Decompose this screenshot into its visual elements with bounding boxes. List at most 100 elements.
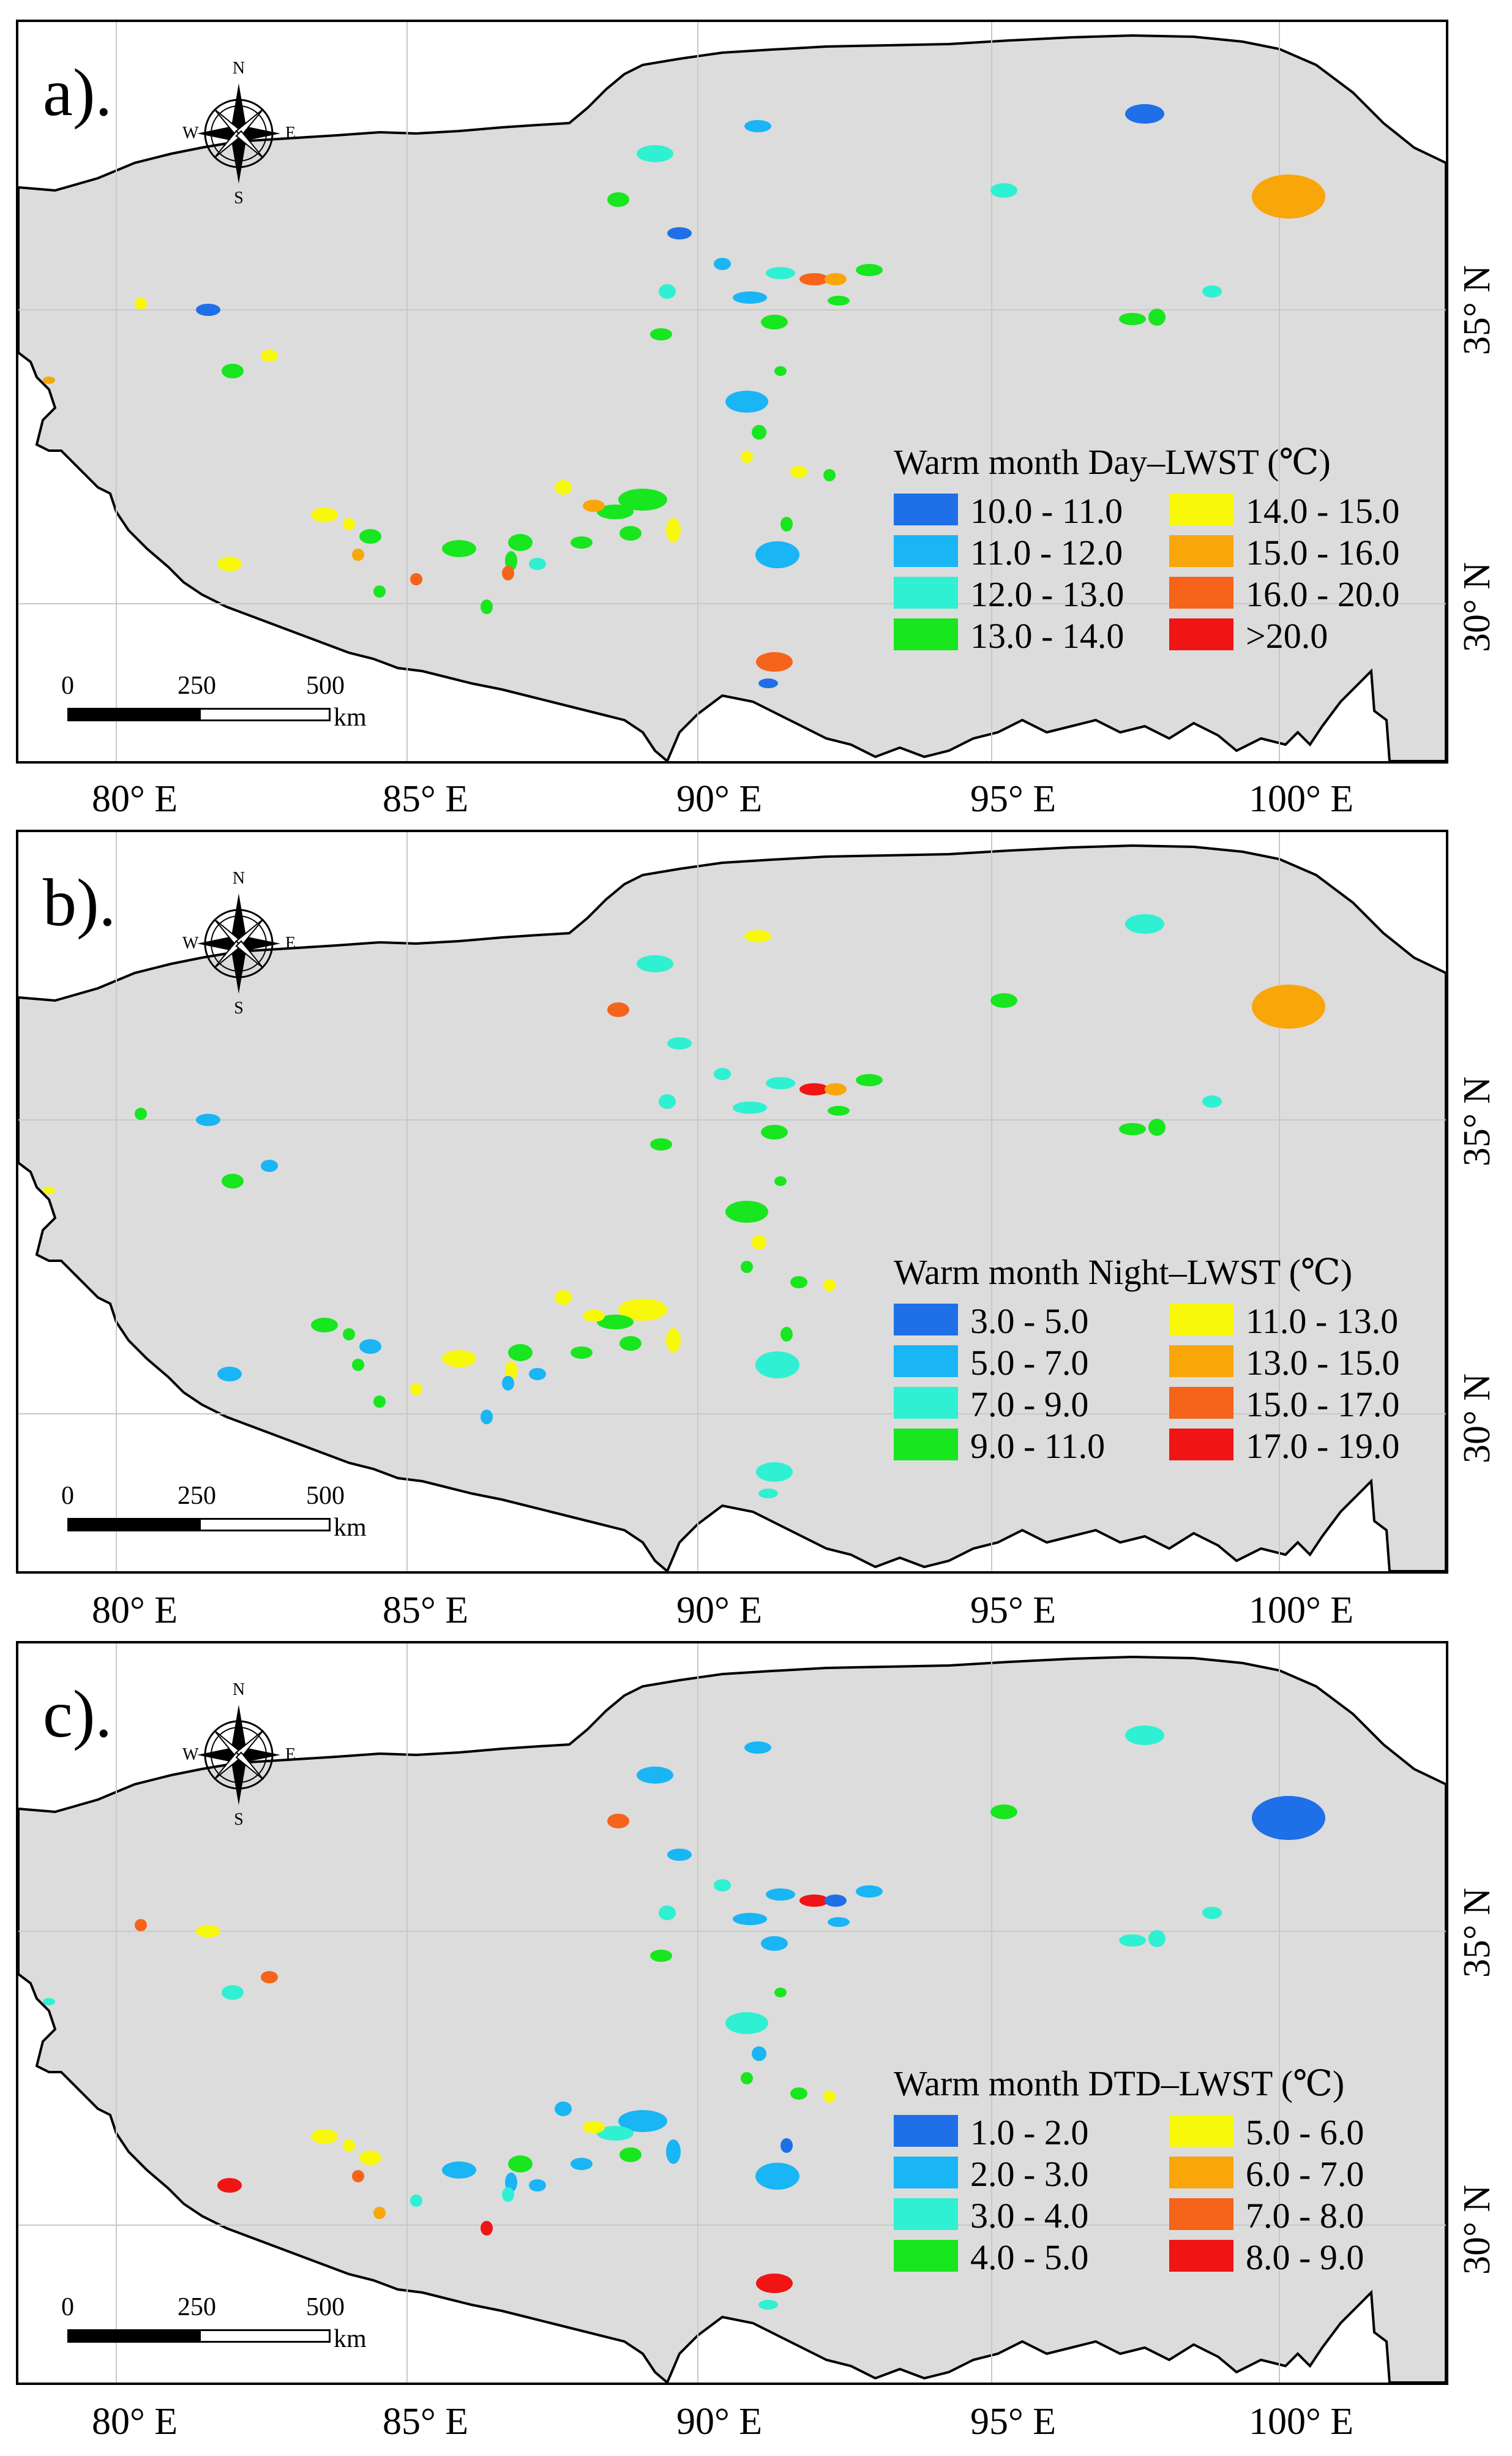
lake-marker: [508, 534, 533, 551]
lake-marker: [790, 2087, 807, 2100]
lake-marker: [799, 1895, 829, 1907]
lake-marker: [1119, 1934, 1146, 1947]
lake-marker: [343, 518, 355, 530]
compass-rose-icon: N S W E: [178, 869, 300, 1018]
map-panel-b: b). N S W E Warm month Night–LWST (℃) 3.0 -…: [16, 830, 1448, 1574]
lake-marker: [583, 2121, 605, 2133]
map-panel-a: a). N S W E Warm month Day–LWST (℃) 10.0 - …: [16, 20, 1448, 764]
lat-label: 30° N: [1456, 561, 1498, 652]
lake-marker: [529, 558, 546, 570]
lon-label: 100° E: [1249, 778, 1354, 820]
legend-label: 17.0 - 19.0: [1246, 1426, 1400, 1466]
lake-marker: [217, 2178, 242, 2193]
lake-marker: [481, 2221, 493, 2236]
lake-marker: [756, 652, 793, 672]
lake-marker: [799, 1083, 829, 1095]
lake-marker: [597, 2126, 634, 2141]
lake-marker: [311, 508, 338, 522]
lake-markers: [43, 914, 1325, 1498]
legend-swatch: [894, 618, 958, 650]
lat-label: 30° N: [1456, 1373, 1498, 1463]
lake-marker: [756, 1462, 793, 1482]
lake-marker: [481, 1410, 493, 1424]
lake-marker: [502, 2187, 514, 2202]
lon-label: 100° E: [1249, 2401, 1354, 2443]
lake-marker: [823, 2090, 836, 2103]
legend-swatch: [1169, 494, 1233, 525]
lake-marker: [823, 469, 836, 481]
lake-marker: [343, 2139, 355, 2152]
compass-n: N: [233, 59, 245, 78]
lake-marker: [222, 364, 244, 378]
lake-marker: [741, 451, 753, 463]
lake-marker: [373, 1395, 386, 1408]
lake-marker: [619, 2147, 642, 2162]
lake-marker: [990, 1804, 1017, 1819]
lake-marker: [799, 273, 829, 285]
lake-marker: [196, 1925, 220, 1937]
lake-marker: [352, 1359, 364, 1371]
legend-swatch: [1169, 577, 1233, 609]
lake-marker: [1202, 1907, 1222, 1919]
lake-marker: [990, 993, 1017, 1008]
legend-swatch: [894, 2115, 958, 2147]
lake-marker: [571, 536, 593, 549]
lake-marker: [744, 1741, 771, 1754]
lon-label: 90° E: [676, 2401, 763, 2443]
lake-marker: [555, 480, 572, 495]
lake-marker: [373, 2207, 386, 2219]
legend-swatch: [894, 577, 958, 609]
lake-marker: [311, 2129, 338, 2144]
lake-marker: [714, 1879, 731, 1891]
legend-label: 10.0 - 11.0: [970, 491, 1123, 531]
lake-marker: [828, 296, 850, 306]
legend-title: Warm month Day–LWST (℃): [894, 442, 1331, 482]
lake-marker: [823, 1279, 836, 1291]
legend-label: 16.0 - 20.0: [1246, 574, 1400, 614]
lake-marker: [733, 1102, 767, 1114]
lake-marker: [758, 1489, 778, 1498]
lake-marker: [780, 2138, 793, 2153]
scale-segment-1: [67, 1518, 199, 1531]
lake-marker: [766, 1077, 795, 1089]
lake-marker: [990, 183, 1017, 198]
lake-marker: [1148, 309, 1166, 326]
lake-marker: [755, 1351, 799, 1378]
legend-label: 3.0 - 5.0: [970, 1301, 1089, 1341]
legend-label: 5.0 - 6.0: [1246, 2112, 1364, 2152]
lake-marker: [856, 1074, 883, 1086]
lake-marker: [666, 1328, 681, 1353]
lon-label: 95° E: [970, 778, 1057, 820]
legend-label: 4.0 - 5.0: [970, 2237, 1089, 2277]
lake-marker: [571, 1346, 593, 1359]
lake-marker: [343, 1328, 355, 1340]
lon-label: 95° E: [970, 1590, 1057, 1631]
lake-marker: [1125, 104, 1164, 124]
legend-title: Warm month DTD–LWST (℃): [894, 2064, 1345, 2103]
lon-label: 95° E: [970, 2401, 1057, 2443]
lake-marker: [1252, 985, 1325, 1029]
legend-label: 13.0 - 14.0: [970, 616, 1125, 656]
lake-marker: [1148, 1930, 1166, 1947]
legend-label: 15.0 - 17.0: [1246, 1384, 1400, 1424]
lake-marker: [667, 227, 692, 239]
lake-marker: [618, 489, 667, 511]
scale-segment-1: [67, 2329, 199, 2343]
lake-marker: [1252, 175, 1325, 219]
lake-marker: [135, 1919, 147, 1931]
compass-s: S: [234, 1810, 244, 1827]
scale-segment-2: [199, 708, 331, 721]
legend-label: 12.0 - 13.0: [970, 574, 1125, 614]
lake-marker: [758, 2300, 778, 2310]
scale-tick-0: 0: [61, 2293, 74, 2321]
lake-marker: [1119, 313, 1146, 325]
lake-marker: [780, 1327, 793, 1342]
legend-swatch: [1169, 2198, 1233, 2230]
lake-markers: [43, 104, 1325, 688]
lake-marker: [442, 540, 476, 557]
lake-marker: [856, 264, 883, 276]
lake-marker: [1252, 1796, 1325, 1840]
scale-segment-2: [199, 1518, 331, 1531]
lake-marker: [659, 1906, 676, 1920]
lake-marker: [135, 298, 147, 310]
